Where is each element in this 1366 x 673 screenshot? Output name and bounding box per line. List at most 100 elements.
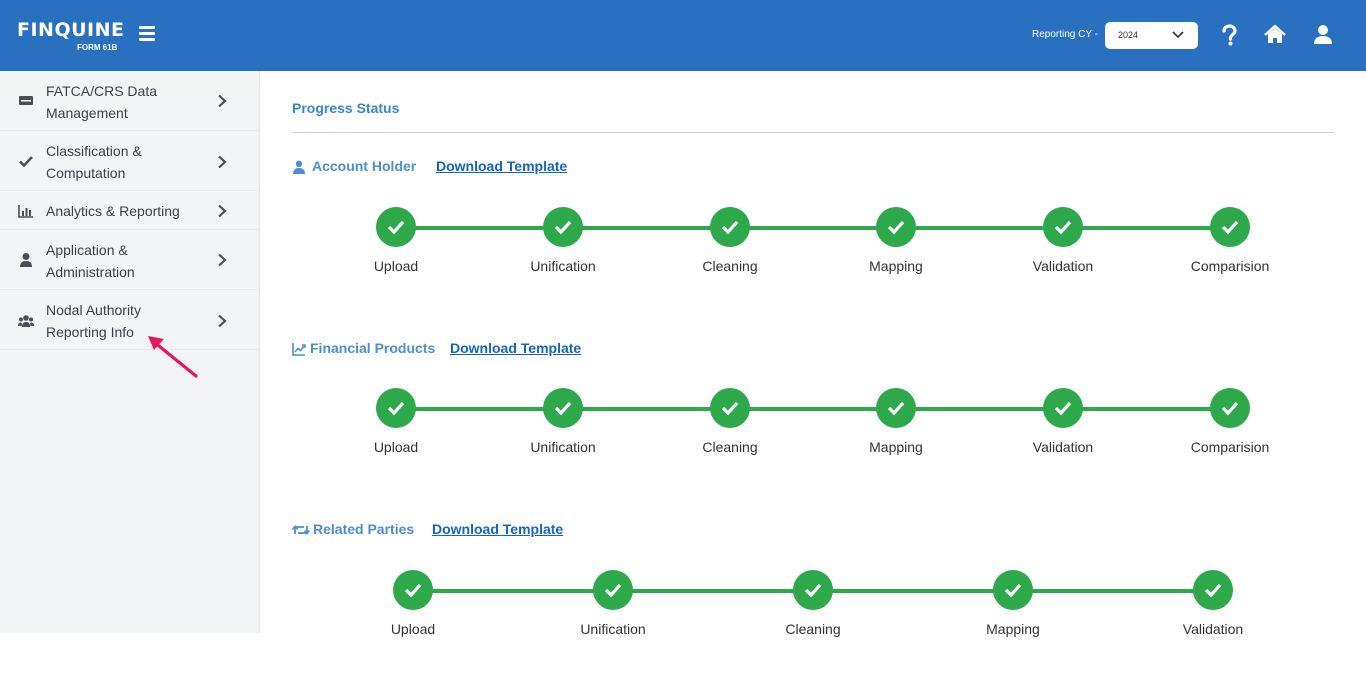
step-node-cleaning	[710, 207, 750, 247]
logo-text: FINQUINE	[17, 19, 125, 41]
step-label: Upload	[390, 621, 436, 637]
step-label: Validation	[1182, 621, 1244, 637]
step-label: Cleaning	[702, 258, 758, 274]
step-node-comparision	[1210, 388, 1250, 428]
check-icon	[1221, 220, 1239, 235]
step-node-validation	[1043, 207, 1083, 247]
step-node-validation	[1043, 388, 1083, 428]
sidebar-item-label: Management	[46, 105, 128, 121]
home-icon[interactable]	[1264, 24, 1286, 46]
step-node-cleaning	[710, 388, 750, 428]
check-icon	[19, 156, 33, 168]
check-icon	[721, 220, 739, 235]
chevron-right-icon	[218, 155, 227, 169]
year-select-value: 2024	[1118, 30, 1139, 40]
sidebar-item-application[interactable]: Application & Administration	[0, 230, 259, 290]
check-icon	[887, 220, 905, 235]
step-node-mapping	[993, 570, 1033, 610]
brand-logo[interactable]: FINQUINE FORM 61B	[17, 19, 125, 52]
user-icon	[20, 253, 32, 267]
download-template-link[interactable]: Download Template	[436, 158, 568, 174]
main-content: Progress Status Account Holder Download …	[260, 71, 1366, 673]
step-node-mapping	[876, 207, 916, 247]
check-icon	[1054, 220, 1072, 235]
sidebar-item-analytics[interactable]: Analytics & Reporting	[0, 191, 259, 230]
check-icon	[1204, 583, 1222, 598]
line-chart-icon	[292, 343, 306, 356]
sidebar-item-fatca-crs[interactable]: FATCA/CRS Data Management	[0, 71, 259, 131]
check-icon	[1004, 583, 1022, 598]
help-icon[interactable]	[1218, 24, 1240, 46]
block-title: Account Holder	[312, 158, 417, 174]
step-label: Unification	[580, 621, 646, 637]
sidebar-item-label: Analytics & Reporting	[46, 203, 180, 219]
step-label: Comparision	[1190, 439, 1270, 455]
check-icon	[554, 220, 572, 235]
page-title: Progress Status	[292, 100, 400, 116]
users-icon	[18, 315, 34, 327]
sidebar-item-label: Application &	[46, 242, 128, 258]
block-title: Related Parties	[313, 521, 415, 537]
block-header-account-holder: Account Holder Download Template	[292, 158, 612, 178]
step-label: Mapping	[869, 439, 923, 455]
bar-chart-icon	[18, 205, 33, 218]
progress-line	[396, 407, 1230, 411]
chevron-right-icon	[218, 253, 227, 267]
block-header-related-parties: Related Parties Download Template	[292, 521, 612, 541]
year-select[interactable]: 2024	[1105, 22, 1198, 49]
step-label: Unification	[530, 258, 596, 274]
step-node-validation	[1193, 570, 1233, 610]
sidebar-item-label: Reporting Info	[46, 324, 134, 340]
chevron-down-icon	[1172, 31, 1184, 39]
chevron-right-icon	[218, 204, 227, 218]
sidebar-item-label: Administration	[46, 264, 135, 280]
sidebar: FATCA/CRS Data Management Classification…	[0, 71, 260, 633]
step-node-unification	[543, 388, 583, 428]
step-node-cleaning	[793, 570, 833, 610]
step-label: Mapping	[869, 258, 923, 274]
step-label: Validation	[1032, 258, 1094, 274]
monitor-icon	[19, 96, 33, 105]
check-icon	[554, 401, 572, 416]
top-navbar: FINQUINE FORM 61B Reporting CY - 2024	[0, 0, 1366, 71]
check-icon	[1054, 401, 1072, 416]
logo-subtitle: FORM 61B	[77, 43, 118, 52]
menu-icon[interactable]	[139, 26, 155, 42]
step-node-unification	[543, 207, 583, 247]
progress-stepper-account-holder: Upload Unification Cleaning Mapping Vali…	[260, 207, 1366, 287]
check-icon	[604, 583, 622, 598]
annotation-arrow-icon	[148, 336, 198, 378]
step-label: Comparision	[1190, 258, 1270, 274]
check-icon	[887, 401, 905, 416]
step-label: Cleaning	[702, 439, 758, 455]
check-icon	[721, 401, 739, 416]
sidebar-item-label: Classification &	[46, 143, 142, 159]
progress-line	[396, 226, 1230, 230]
step-node-upload	[376, 388, 416, 428]
divider	[292, 132, 1334, 133]
check-icon	[804, 583, 822, 598]
check-icon	[387, 401, 405, 416]
sidebar-item-classification[interactable]: Classification & Computation	[0, 131, 259, 191]
check-icon	[387, 220, 405, 235]
step-label: Cleaning	[785, 621, 841, 637]
block-header-financial-products: Financial Products Download Template	[292, 340, 632, 360]
step-label: Unification	[530, 439, 596, 455]
download-template-link[interactable]: Download Template	[432, 521, 564, 537]
download-template-link[interactable]: Download Template	[450, 340, 582, 356]
user-icon[interactable]	[1312, 24, 1334, 46]
progress-stepper-financial-products: Upload Unification Cleaning Mapping Vali…	[260, 388, 1366, 468]
sidebar-item-label: Nodal Authority	[46, 302, 141, 318]
step-label: Mapping	[986, 621, 1040, 637]
step-label: Validation	[1032, 439, 1094, 455]
chevron-right-icon	[218, 314, 227, 328]
sidebar-item-nodal-authority[interactable]: Nodal Authority Reporting Info	[0, 290, 259, 350]
step-node-upload	[393, 570, 433, 610]
check-icon	[404, 583, 422, 598]
retweet-icon	[292, 525, 310, 535]
progress-stepper-related-parties: Upload Unification Cleaning Mapping Vali…	[260, 570, 1366, 650]
sidebar-item-label: Computation	[46, 165, 126, 181]
step-label: Upload	[373, 439, 419, 455]
sidebar-item-label: FATCA/CRS Data	[46, 83, 157, 99]
check-icon	[1221, 401, 1239, 416]
